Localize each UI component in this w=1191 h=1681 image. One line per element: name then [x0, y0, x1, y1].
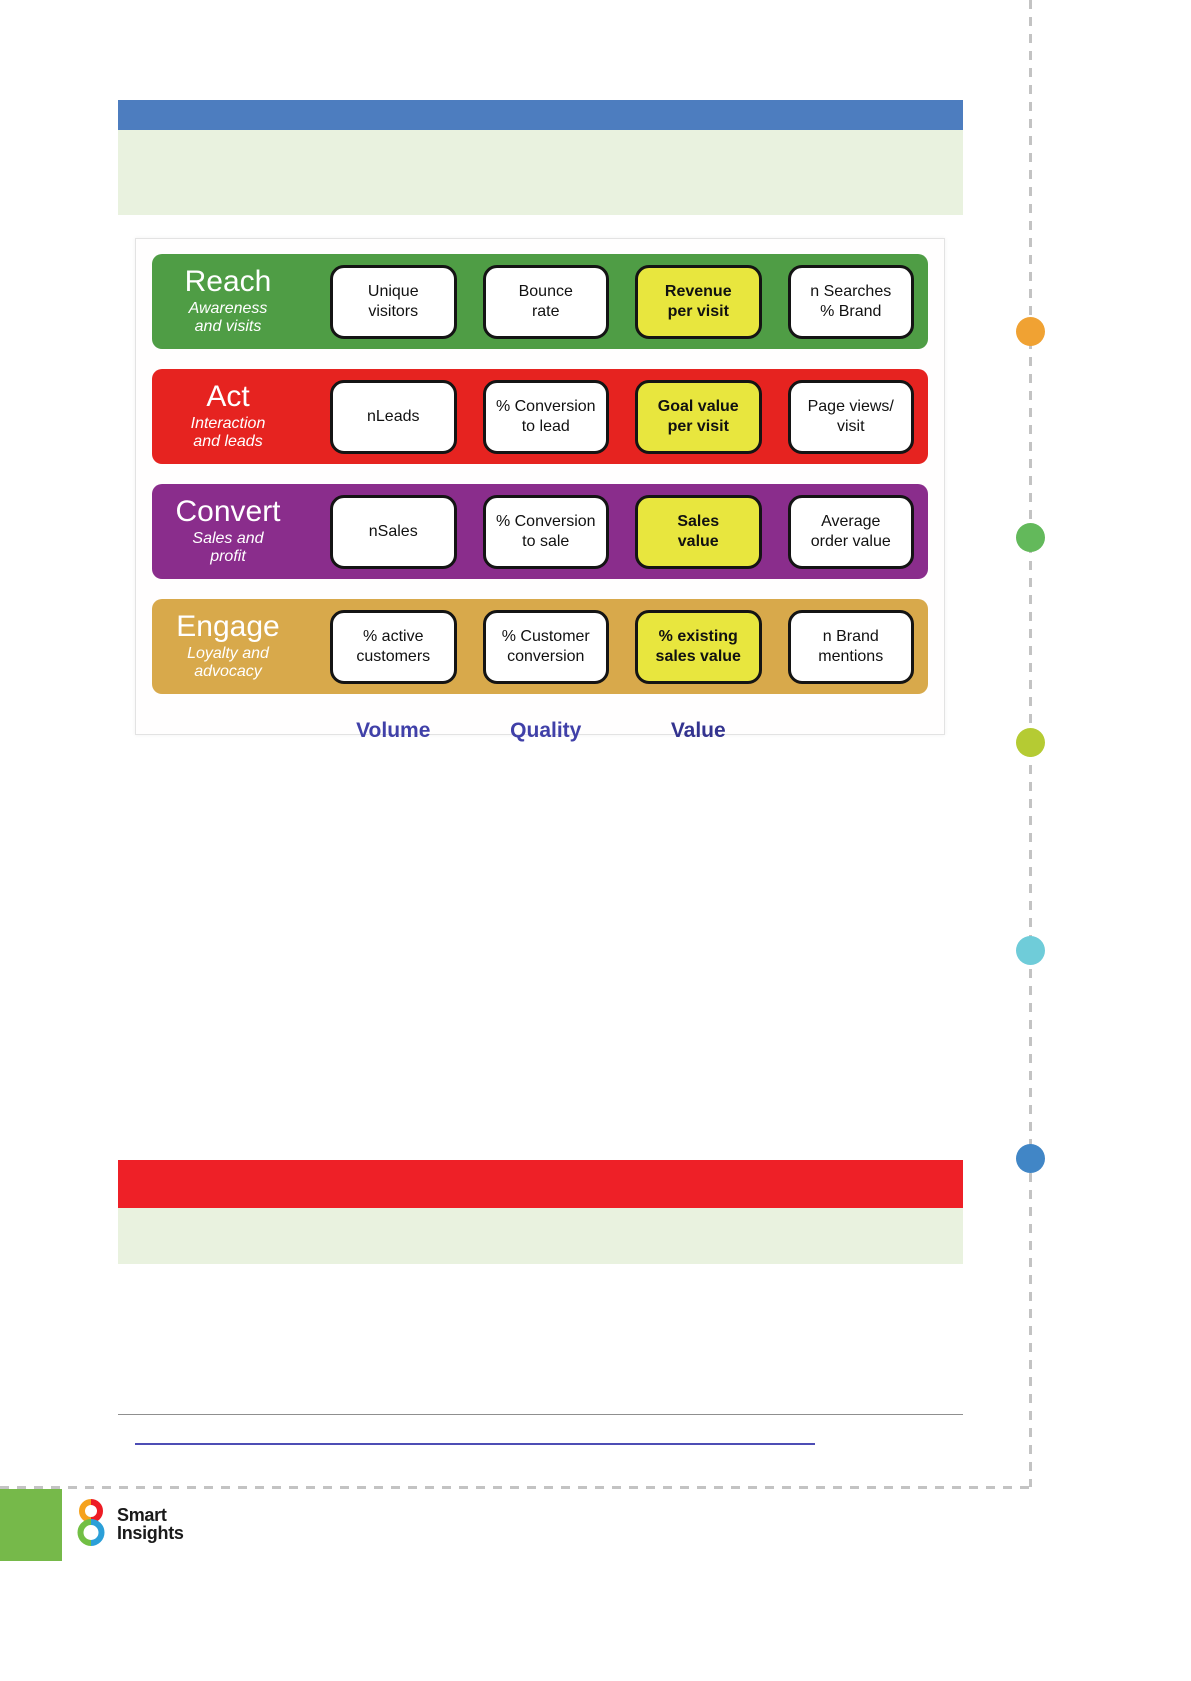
- metric-label: nLeads: [367, 407, 420, 425]
- metric-box-page-views-visit: Page views/ visit: [787, 379, 914, 454]
- axis-label-value: Value: [635, 719, 762, 743]
- metric-label: Sales value: [677, 512, 720, 550]
- metric-box-brand-mentions: n Brand mentions: [787, 609, 914, 684]
- metric-box-conversion-to-lead: % Conversion to lead: [482, 379, 609, 454]
- metric-box-active-customers: % active customers: [330, 609, 457, 684]
- logo-line-2: Insights: [117, 1522, 184, 1543]
- metric-label: n Searches % Brand: [810, 282, 892, 320]
- axis-labels-row: Volume Quality Value: [152, 714, 928, 748]
- metric-box-conversion-to-sale: % Conversion to sale: [482, 494, 609, 569]
- footer-dashed-line: [0, 1486, 1032, 1489]
- margin-dot-cyan: [1016, 936, 1045, 965]
- row-title-convert: Convert Sales and profit: [152, 496, 304, 566]
- metric-label: n Brand mentions: [818, 627, 884, 665]
- footer-link-underline[interactable]: [135, 1443, 815, 1445]
- axis-label-text: Value: [670, 719, 726, 742]
- metric-box-bounce-rate: Bounce rate: [482, 264, 609, 339]
- metric-label: Revenue per visit: [664, 282, 732, 320]
- metric-box-customer-conversion: % Customer conversion: [482, 609, 609, 684]
- race-row-act: Act Interaction and leads nLeads % Conve…: [152, 369, 928, 464]
- row-name: Convert: [175, 495, 281, 529]
- footer-page-square: [0, 1489, 62, 1561]
- metric-box-existing-sales-value: % existing sales value: [635, 609, 762, 684]
- metric-label: % Customer conversion: [501, 627, 590, 665]
- metric-label: Unique visitors: [367, 282, 419, 320]
- axis-label-volume: Volume: [330, 719, 457, 743]
- top-blue-bar: [118, 100, 963, 130]
- metric-label: % active customers: [356, 627, 431, 665]
- race-row-convert: Convert Sales and profit nSales % Conver…: [152, 484, 928, 579]
- row-title-act: Act Interaction and leads: [152, 381, 304, 451]
- row-name: Reach: [184, 265, 272, 299]
- metric-box-average-order-value: Average order value: [787, 494, 914, 569]
- axis-label-quality: Quality: [483, 719, 610, 743]
- metric-box-searches-brand: n Searches % Brand: [787, 264, 914, 339]
- metric-box-sales-value: Sales value: [635, 494, 762, 569]
- metric-box-revenue-per-visit: Revenue per visit: [635, 264, 762, 339]
- metric-box-goal-value-per-visit: Goal value per visit: [635, 379, 762, 454]
- metric-label: Goal value per visit: [657, 397, 739, 435]
- race-framework-diagram: Reach Awareness and visits Unique visito…: [135, 238, 945, 742]
- race-row-engage: Engage Loyalty and advocacy % active cus…: [152, 599, 928, 694]
- smartinsights-logo-text: Smart Insights: [117, 1505, 184, 1543]
- metric-label: Average order value: [810, 512, 891, 550]
- metric-box-nleads: nLeads: [330, 379, 457, 454]
- metric-box-unique-visitors: Unique visitors: [330, 264, 457, 339]
- row-subtitle: Interaction and leads: [190, 414, 266, 451]
- row-subtitle: Sales and profit: [192, 529, 264, 566]
- row-title-reach: Reach Awareness and visits: [152, 266, 304, 336]
- logo-line-1: Smart: [117, 1505, 167, 1526]
- axis-label-text: Volume: [356, 719, 431, 742]
- margin-dot-green: [1016, 523, 1045, 552]
- metric-label: Page views/ visit: [807, 397, 894, 435]
- axis-label-text: Quality: [510, 719, 582, 742]
- row-title-engage: Engage Loyalty and advocacy: [152, 611, 304, 681]
- metric-label: % existing sales value: [655, 627, 741, 665]
- margin-dot-lime: [1016, 728, 1045, 757]
- margin-dot-orange: [1016, 317, 1045, 346]
- smartinsights-logo: Smart Insights: [72, 1497, 184, 1552]
- row-name: Act: [206, 380, 250, 414]
- metric-label: % Conversion to sale: [495, 512, 596, 550]
- race-row-reach: Reach Awareness and visits Unique visito…: [152, 254, 928, 349]
- metric-label: Bounce rate: [518, 282, 573, 320]
- margin-dot-blue: [1016, 1144, 1045, 1173]
- row-subtitle: Awareness and visits: [188, 299, 268, 336]
- footer-horizontal-rule: [118, 1414, 963, 1415]
- smartinsights-logo-icon: [72, 1497, 110, 1552]
- row-subtitle: Loyalty and advocacy: [187, 644, 269, 681]
- bottom-red-bar: [118, 1160, 963, 1208]
- top-green-band: [118, 130, 963, 215]
- metric-box-nsales: nSales: [330, 494, 457, 569]
- metric-label: nSales: [368, 522, 418, 540]
- row-name: Engage: [176, 610, 280, 644]
- metric-label: % Conversion to lead: [495, 397, 596, 435]
- bottom-green-band: [118, 1208, 963, 1264]
